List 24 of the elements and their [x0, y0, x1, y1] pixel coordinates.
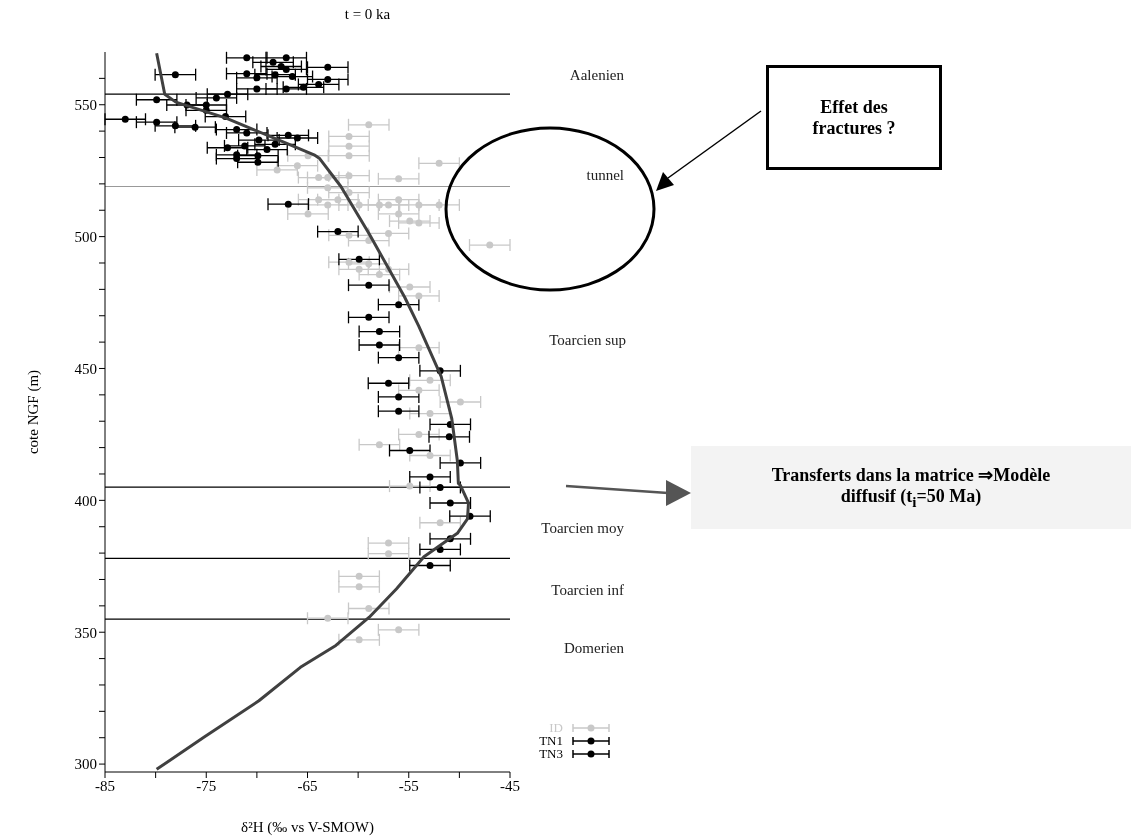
x-tick-label: -45 [500, 777, 520, 794]
y-tick-label: 550 [74, 97, 97, 114]
y-tick-label: 300 [74, 756, 97, 773]
x-axis-title: δ²H (‰ vs V-SMOW) [241, 819, 374, 836]
text: tunnel [586, 167, 624, 183]
y-tick-label: 350 [74, 624, 97, 641]
text: Effet des fractures ? [766, 65, 942, 170]
text: Toarcien inf [551, 582, 624, 598]
chart-title: t = 0 ka [343, 6, 392, 23]
y-tick-label: 400 [74, 492, 97, 509]
legend-label: TN3 [539, 746, 563, 761]
text: Aalenien [569, 67, 625, 83]
y-tick-label: 500 [74, 228, 97, 245]
text: Transferts dans la matrice ⇒Modèle diffusif (t$_{i}$=50 Ma) [770, 464, 1052, 511]
x-tick-label: -65 [297, 777, 318, 794]
y-tick-label: 450 [74, 360, 97, 377]
legend-label: TN1 [539, 733, 563, 748]
x-tick-label: -75 [196, 777, 217, 794]
x-tick-label: -55 [398, 777, 419, 794]
text: Toarcien sup [549, 332, 626, 348]
text: Domerien [564, 640, 625, 656]
x-tick-label: -85 [95, 777, 115, 794]
y-axis-title: cote NGF (m) [25, 369, 43, 455]
text: Toarcien moy [541, 520, 625, 536]
